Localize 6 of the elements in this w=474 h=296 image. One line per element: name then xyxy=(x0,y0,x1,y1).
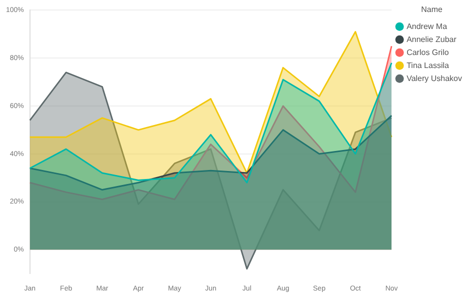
legend-label: Carlos Grilo xyxy=(406,48,450,57)
legend-label: Valery Ushakov xyxy=(406,74,462,83)
legend-title: Name xyxy=(421,5,444,14)
legend-label: Annelie Zubar xyxy=(406,34,457,44)
legend-label: Tina Lassila xyxy=(406,60,450,70)
legend-label: Andrew Ma xyxy=(406,22,448,31)
